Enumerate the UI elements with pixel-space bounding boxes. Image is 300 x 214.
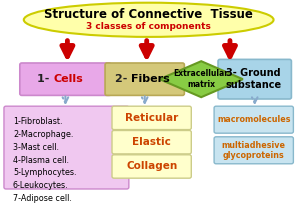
FancyBboxPatch shape <box>105 63 184 95</box>
Text: 2-: 2- <box>115 74 131 84</box>
Text: Elastic: Elastic <box>132 137 171 147</box>
Text: Cells: Cells <box>53 74 83 84</box>
Text: macromolecules: macromolecules <box>217 115 290 124</box>
FancyBboxPatch shape <box>214 137 293 164</box>
Polygon shape <box>160 61 243 97</box>
FancyBboxPatch shape <box>112 106 191 130</box>
Text: Structure of Connective  Tissue: Structure of Connective Tissue <box>44 8 253 21</box>
FancyBboxPatch shape <box>218 59 291 99</box>
Text: multiadhesive
glycoproteins: multiadhesive glycoproteins <box>222 141 286 160</box>
FancyBboxPatch shape <box>214 106 293 133</box>
FancyBboxPatch shape <box>112 131 191 154</box>
Text: Collagen: Collagen <box>126 162 177 171</box>
Text: Extracellular
matrix: Extracellular matrix <box>174 70 229 89</box>
Text: 1-Fibroblast.
2-Macrophage.
3-Mast cell.
4-Plasma cell.
5-Lymphocytes.
6-Leukocy: 1-Fibroblast. 2-Macrophage. 3-Mast cell.… <box>13 117 76 203</box>
Text: Reticular: Reticular <box>125 113 178 123</box>
FancyBboxPatch shape <box>112 155 191 178</box>
Text: 3 classes of components: 3 classes of components <box>86 22 211 31</box>
FancyBboxPatch shape <box>20 63 111 95</box>
FancyBboxPatch shape <box>4 106 129 189</box>
Text: 3- Ground
substance: 3- Ground substance <box>226 68 282 90</box>
Text: Fibers: Fibers <box>131 74 170 84</box>
Ellipse shape <box>24 3 274 37</box>
Text: 1-: 1- <box>37 74 53 84</box>
